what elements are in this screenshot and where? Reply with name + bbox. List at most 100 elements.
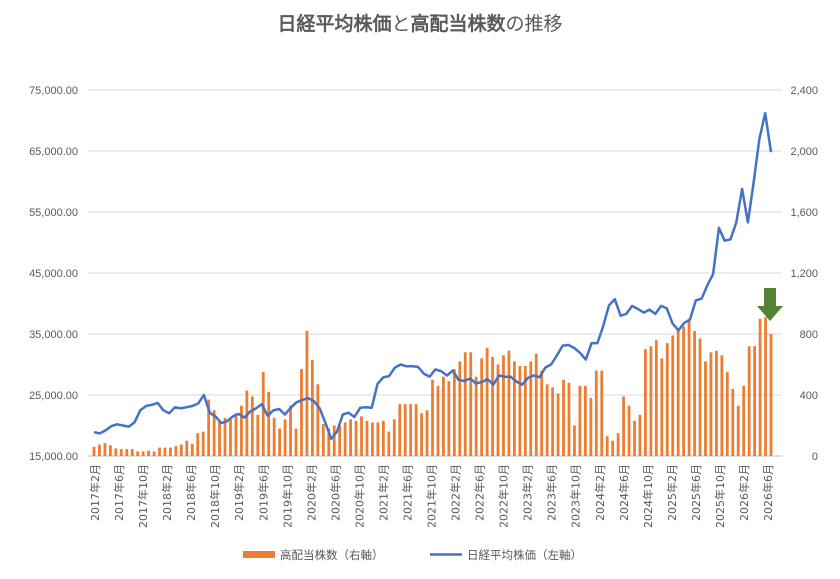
bar: [654, 340, 658, 456]
bar: [343, 422, 347, 456]
bar: [250, 396, 254, 456]
left-tick-label: 75,000.00: [29, 85, 78, 97]
bar: [469, 352, 473, 456]
bar: [600, 370, 604, 456]
bar: [436, 385, 440, 456]
bar: [562, 379, 565, 456]
bar: [589, 398, 593, 456]
left-tick-label: 65,000.00: [29, 146, 78, 158]
bar: [671, 335, 675, 456]
right-tick-label: 1,200: [790, 268, 818, 280]
x-tick-label: 2017年6月: [112, 464, 126, 521]
bar: [185, 440, 189, 456]
bar: [174, 446, 178, 456]
bar: [758, 318, 762, 456]
x-tick-label: 2017年10月: [136, 464, 150, 528]
right-tick-label: 400: [800, 390, 818, 402]
bar: [523, 366, 527, 456]
bar: [376, 422, 380, 456]
x-tick-label: 2025年2月: [665, 464, 679, 521]
title-part-2: と: [391, 13, 410, 35]
bar: [125, 449, 129, 456]
x-tick-label: 2026年6月: [761, 464, 775, 521]
bar: [387, 431, 391, 456]
bar: [693, 330, 696, 456]
bar: [638, 414, 642, 456]
bar: [764, 317, 767, 456]
nikkei-line: [93, 111, 773, 441]
bar: [518, 366, 522, 456]
bar: [742, 385, 746, 456]
x-tick-label: 2019年6月: [256, 464, 270, 521]
x-tick-label: 2022年6月: [473, 464, 487, 521]
bar: [218, 420, 221, 456]
bar: [534, 353, 538, 456]
x-tick-label: 2020年10月: [352, 464, 366, 528]
bar: [447, 381, 451, 456]
bar: [611, 440, 615, 456]
x-tick-label: 2019年2月: [232, 464, 246, 521]
bar: [283, 419, 287, 456]
bar: [130, 449, 134, 456]
bar: [431, 379, 434, 456]
bar: [747, 346, 751, 456]
bar: [354, 420, 358, 456]
x-tick-label: 2022年10月: [497, 464, 511, 528]
left-tick-label: 55,000.00: [29, 207, 78, 219]
bar: [682, 326, 686, 456]
bar: [403, 404, 407, 456]
right-axis-ticks: 2,400 2,000 1,600 1,200 800 400 0: [790, 85, 818, 463]
right-tick-label: 2,400: [790, 85, 818, 97]
x-tick-label: 2025年6月: [689, 464, 703, 521]
arrow-head: [757, 306, 783, 321]
bar: [725, 372, 729, 456]
bar: [480, 358, 484, 456]
bar: [616, 433, 620, 456]
right-tick-label: 1,600: [790, 207, 818, 219]
bar: [502, 355, 505, 456]
bar: [545, 384, 549, 456]
bar: [108, 445, 112, 456]
bar: [540, 370, 544, 456]
bar: [201, 431, 205, 456]
bar: [234, 413, 238, 456]
bar: [119, 449, 123, 456]
x-tick-label: 2018年10月: [208, 464, 222, 528]
bar: [136, 451, 140, 456]
bar: [371, 422, 374, 456]
bar: [245, 390, 249, 456]
bar: [223, 417, 227, 456]
x-tick-label: 2023年6月: [545, 464, 559, 521]
bar: [627, 405, 631, 456]
bar: [512, 361, 516, 456]
bar: [196, 433, 200, 456]
bar: [267, 391, 271, 456]
x-tick-label: 2024年10月: [641, 464, 655, 528]
x-tick-label: 2024年6月: [617, 464, 631, 521]
bar: [261, 372, 265, 456]
bar: [158, 447, 161, 456]
bar: [567, 382, 571, 456]
x-tick-label: 2020年2月: [304, 464, 318, 521]
x-tick-label: 2023年2月: [521, 464, 535, 521]
bar: [321, 423, 325, 456]
x-tick-label: 2021年10月: [425, 464, 439, 528]
bar: [338, 425, 342, 456]
bar: [704, 361, 707, 456]
left-tick-label: 35,000.00: [29, 329, 78, 341]
bar: [715, 350, 718, 456]
bar: [310, 359, 314, 456]
title-part-4: の推移: [506, 13, 563, 35]
bar: [463, 352, 467, 456]
bar: [573, 425, 576, 456]
bar: [649, 346, 653, 456]
bar: [212, 410, 216, 456]
legend-label-line: 日経平均株価（左軸）: [467, 548, 582, 562]
right-tick-label: 800: [800, 329, 818, 341]
bar: [665, 343, 669, 456]
bar: [300, 369, 303, 456]
x-tick-label: 2022年2月: [449, 464, 463, 521]
bar: [425, 410, 429, 456]
bar: [676, 329, 680, 456]
bar: [583, 385, 587, 456]
